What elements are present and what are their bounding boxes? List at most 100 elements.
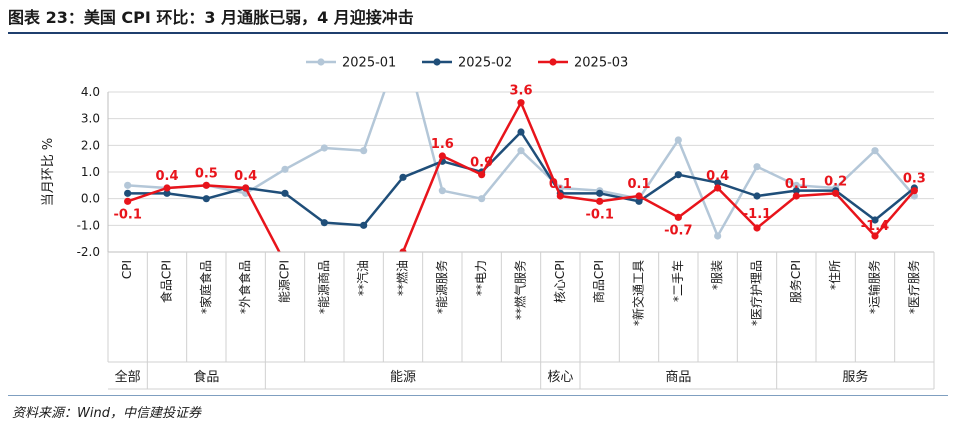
y-tick-label: 3.0 — [81, 112, 100, 126]
x-tick-label: **燃油 — [395, 260, 410, 296]
data-point — [714, 232, 722, 240]
data-point — [281, 165, 289, 173]
y-tick-label: 0.0 — [81, 192, 100, 206]
data-label: 3.6 — [509, 84, 532, 99]
x-tick-label: 食品CPI — [159, 260, 174, 303]
x-tick-label: *能源商品 — [316, 260, 331, 314]
data-point — [792, 181, 800, 189]
x-tick-label: *医疗服务 — [906, 260, 921, 314]
legend-label: 2025-02 — [458, 56, 512, 71]
data-point — [202, 195, 210, 203]
data-label: 0.1 — [627, 177, 650, 192]
data-point — [832, 189, 840, 197]
data-point — [163, 184, 171, 192]
data-point — [674, 171, 682, 179]
data-point — [478, 171, 486, 179]
data-point — [871, 232, 879, 240]
data-label: 0.3 — [903, 172, 926, 187]
data-point — [871, 147, 879, 155]
data-point — [556, 192, 564, 200]
data-label: -1.4 — [861, 219, 889, 234]
data-point — [360, 147, 368, 155]
data-label: 0.1 — [549, 177, 572, 192]
series-line-2025-01 — [127, 92, 916, 238]
cpi-line-chart: 2025-01 2025-02 2025-03 -2.0 -1.0 0.0 1.0 2.0 3… — [41, 35, 935, 390]
data-point — [399, 173, 407, 181]
grid-lines — [107, 91, 934, 253]
group-label: 商品 — [665, 370, 691, 385]
y-tick-label: 2.0 — [81, 138, 100, 152]
x-tick-label: *家庭食品 — [198, 260, 213, 314]
x-tick-label: *新交通工具 — [631, 260, 646, 326]
data-point — [399, 248, 407, 252]
x-tick-label: *二手车 — [670, 260, 685, 302]
x-tick-label: *住所 — [828, 260, 842, 290]
data-point — [871, 216, 879, 224]
source-note: 资料来源：Wind，中信建投证券 — [12, 406, 201, 421]
data-point — [792, 192, 800, 200]
x-tick-label: *运输服务 — [867, 260, 882, 314]
x-tick-label: CPI — [120, 260, 134, 279]
source-divider — [8, 395, 948, 396]
chart-title: 图表 23：美国 CPI 环比：3 月通胀已弱，4 月迎接冲击 — [8, 8, 414, 27]
data-point — [242, 184, 250, 192]
group-label: 服务 — [842, 369, 868, 385]
data-point — [714, 184, 722, 192]
data-point — [753, 192, 761, 200]
x-tick-label: 商品CPI — [591, 260, 606, 303]
group-label: 食品 — [193, 369, 219, 385]
data-label: -1.1 — [743, 207, 771, 222]
legend-marker — [433, 58, 441, 66]
x-axis: CPI 食品CPI *家庭食品 *外食食品 能源CPI *能源商品 **汽油 **燃油 *能源服… — [107, 251, 935, 390]
legend: 2025-01 2025-02 2025-03 — [306, 56, 628, 71]
data-point — [124, 197, 132, 205]
data-point — [360, 221, 368, 229]
y-tick-label: -2.0 — [77, 245, 100, 259]
data-point — [360, 363, 367, 370]
x-tick-label: *能源服务 — [434, 260, 449, 314]
data-label: -0.7 — [664, 223, 692, 238]
data-point — [674, 213, 682, 221]
data-point — [399, 35, 406, 42]
legend-marker — [549, 58, 557, 66]
x-tick-label: *服装 — [710, 260, 724, 290]
data-point — [714, 179, 722, 187]
series-line-2025-03 — [127, 101, 916, 252]
data-point — [517, 128, 525, 136]
x-tick-label: *医疗护理品 — [750, 260, 764, 326]
data-point — [478, 195, 486, 203]
y-axis: -2.0 -1.0 0.0 1.0 2.0 3.0 4.0 — [77, 85, 100, 259]
data-point — [635, 192, 643, 200]
x-tick-label: 核心CPI — [553, 260, 567, 303]
data-point — [517, 99, 525, 107]
data-label: 0.4 — [155, 169, 178, 184]
x-tick-label: **电力 — [474, 260, 488, 296]
x-tick-label: **燃气服务 — [513, 260, 528, 320]
y-axis-label: 当月环比 % — [41, 138, 56, 207]
data-point — [596, 189, 604, 197]
data-point — [281, 189, 289, 197]
x-tick-label: 能源CPI — [278, 260, 292, 303]
data-point — [635, 197, 643, 205]
data-label: 0.1 — [785, 177, 808, 192]
data-point — [792, 187, 800, 195]
x-tick-label: *外食食品 — [237, 260, 252, 314]
title-divider — [8, 32, 948, 34]
legend-label: 2025-03 — [574, 56, 628, 71]
data-point — [320, 144, 328, 152]
data-point — [202, 181, 210, 189]
data-point — [124, 181, 132, 189]
data-point — [438, 152, 446, 160]
data-label: -0.1 — [113, 207, 141, 222]
data-label: 0.2 — [824, 174, 847, 189]
data-label: 0.9 — [470, 156, 493, 171]
data-point — [596, 197, 604, 205]
data-label: 0.4 — [234, 169, 257, 184]
group-label: 全部 — [115, 369, 141, 385]
data-point — [753, 224, 761, 232]
y-tick-label: -1.0 — [77, 218, 100, 232]
data-labels: -0.1 0.4 0.5 0.4 1.6 0.9 3.6 0.1 -0.1 0.1 -0.7 0.4 -… — [113, 84, 925, 239]
data-point — [124, 189, 132, 197]
data-point — [674, 136, 682, 144]
series-lines — [124, 35, 918, 370]
